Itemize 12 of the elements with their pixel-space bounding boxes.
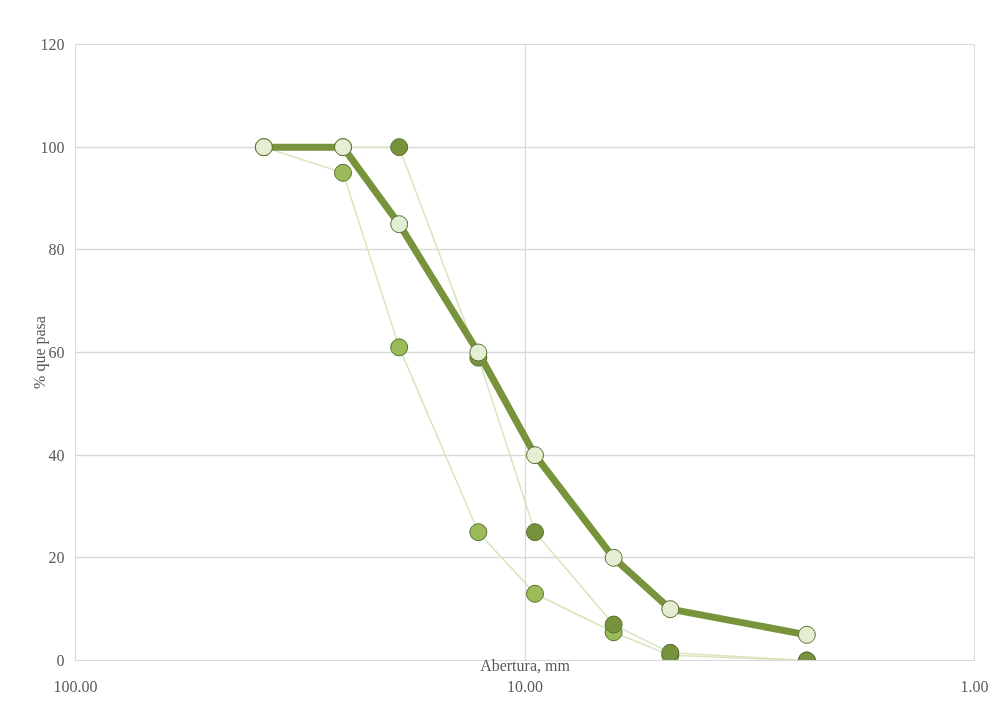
y-tick-label: 40	[48, 446, 65, 464]
y-tick-label: 120	[40, 36, 65, 53]
y-tick-label: 100	[40, 138, 65, 156]
y-tick-label: 60	[48, 344, 65, 361]
x-tick-label: 1.00	[960, 677, 989, 695]
y-tick-label: 80	[48, 241, 65, 259]
x-tick-label: 100.00	[53, 677, 98, 695]
x-axis-title: Abertura, mm	[480, 656, 571, 674]
y-tick-label: 20	[48, 549, 65, 567]
y-axis-title: % que pasa	[30, 316, 49, 389]
x-tick-label: 10.00	[507, 677, 543, 695]
y-tick-label: 0	[56, 652, 65, 669]
